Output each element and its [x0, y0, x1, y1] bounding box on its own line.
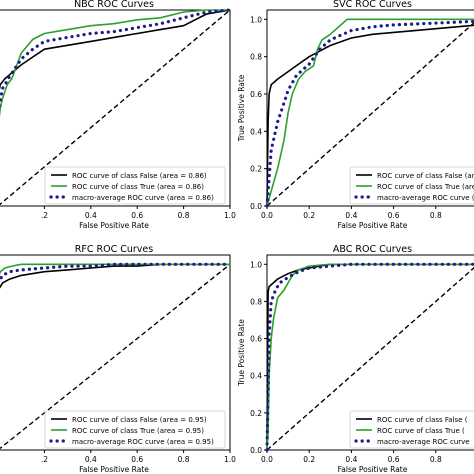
legend-entry: ROC curve of class False (area = 0.95) [72, 416, 207, 424]
roc-panel-2: SVC ROC Curves 0.0 0.2 0.4 0.6 0.8 0.0 0.2 0.4 0.… [237, 0, 474, 230]
roc-panel-1: NBC ROC Curves .2 0.4 0.6 0.8 1.0 False Positi… [0, 0, 236, 230]
roc-line-macro-average [265, 262, 474, 452]
y-tick-label: 0.0 [250, 446, 262, 455]
legend-entry: ROC curve of class True (area = 0.86) [72, 183, 204, 191]
x-tick-label: 0.4 [85, 211, 97, 220]
legend: ROC curve of class False (area = 0.95) RO… [44, 410, 226, 449]
y-tick-label: 0.8 [250, 297, 262, 306]
x-tick-label: 0.2 [303, 455, 315, 464]
x-axis-label: False Positive Rate [338, 221, 408, 230]
y-tick-label: 0.6 [250, 90, 262, 99]
legend-entry: macro-average ROC curve (area = 0.86) [377, 194, 474, 202]
x-tick-label: 0.8 [178, 211, 190, 220]
x-tick-label: 1.0 [224, 211, 236, 220]
legend-entry: macro-average ROC curve (area = 0.86) [72, 194, 214, 202]
y-tick-label: 0.4 [250, 372, 262, 381]
x-tick-label: 0.8 [430, 455, 442, 464]
chance-diagonal [0, 263, 231, 450]
legend-entry: macro-average ROC curve (area = 0.95) [72, 438, 214, 446]
x-tick-label: 0.4 [345, 455, 357, 464]
x-tick-label: 0.4 [85, 455, 97, 464]
roc-line-class-true [0, 9, 230, 118]
x-tick-label: .2 [41, 455, 48, 464]
legend-entry: ROC curve of class False (area = 0.86) [377, 172, 474, 180]
y-tick-label: 0.6 [250, 335, 262, 344]
y-tick-label: 0.4 [250, 127, 262, 136]
roc-panel-4: ABC ROC Curves 0.0 0.2 0.4 0.6 0.8 0.0 0.2 0.4 0.… [237, 244, 474, 474]
legend-box [44, 410, 226, 449]
chance-diagonal [266, 21, 474, 207]
x-tick-label: 0.2 [303, 211, 315, 220]
legend-box [44, 166, 226, 205]
x-axis-label: False Positive Rate [79, 465, 149, 474]
legend: ROC curve of class False (area = 0.86) RO… [44, 166, 226, 205]
y-tick-label: 0.2 [250, 409, 262, 418]
x-tick-label: 0.0 [261, 455, 273, 464]
legend-entry: ROC curve of class False (area = 0.86) [72, 172, 207, 180]
chance-diagonal [266, 266, 474, 451]
legend: ROC curve of class False ( ROC curve of c… [349, 410, 474, 449]
roc-line-class-false [266, 24, 474, 207]
plot-frame [0, 254, 231, 451]
chance-diagonal [0, 9, 231, 206]
x-tick-label: 0.8 [178, 455, 190, 464]
roc-line-macro-average [0, 8, 232, 111]
y-axis-label: True Positive Rate [237, 74, 246, 142]
roc-line-class-false [0, 9, 231, 91]
x-tick-label: .2 [41, 211, 48, 220]
legend-box [349, 166, 474, 205]
legend-entry: ROC curve of class True ( [377, 427, 465, 435]
chart-title: RFC ROC Curves [75, 244, 153, 255]
x-tick-label: 0.0 [261, 211, 273, 220]
chart-title: ABC ROC Curves [333, 244, 412, 255]
legend-box [349, 410, 474, 449]
legend-entry: macro-average ROC curve [377, 438, 470, 446]
chart-title: SVC ROC Curves [333, 0, 412, 10]
x-tick-label: 0.6 [388, 455, 400, 464]
plot-frame [0, 9, 231, 207]
roc-line-class-true [266, 18, 474, 207]
plot-frame [266, 9, 474, 207]
x-tick-label: 0.6 [131, 211, 143, 220]
x-tick-label: 0.6 [131, 455, 143, 464]
roc-line-class-true [266, 263, 474, 451]
y-tick-label: 1.0 [250, 260, 262, 269]
x-tick-label: 1.0 [224, 455, 236, 464]
y-tick-label: 0.8 [250, 53, 262, 62]
legend-entry: ROC curve of class True (area = 0.95) [72, 427, 204, 435]
y-tick-label: 1.0 [250, 15, 262, 24]
roc-panel-3: RFC ROC Curves .2 0.4 0.6 0.8 1.0 False Positi… [0, 244, 236, 474]
x-axis-label: False Positive Rate [79, 221, 149, 230]
legend-entry: ROC curve of class True (area = 0.86) [377, 183, 474, 191]
y-axis-label: True Positive Rate [237, 319, 246, 387]
y-tick-label: 0.2 [250, 165, 262, 174]
x-tick-label: 0.6 [388, 211, 400, 220]
x-tick-label: 0.4 [345, 211, 357, 220]
y-tick-label: 0.0 [250, 202, 262, 211]
chart-title: NBC ROC Curves [74, 0, 154, 10]
roc-line-macro-average [0, 262, 232, 283]
legend-entry: ROC curve of class False ( [377, 416, 468, 424]
x-tick-label: 0.8 [430, 211, 442, 220]
legend: ROC curve of class False (area = 0.86) RO… [349, 166, 474, 205]
x-axis-label: False Positive Rate [338, 465, 408, 474]
